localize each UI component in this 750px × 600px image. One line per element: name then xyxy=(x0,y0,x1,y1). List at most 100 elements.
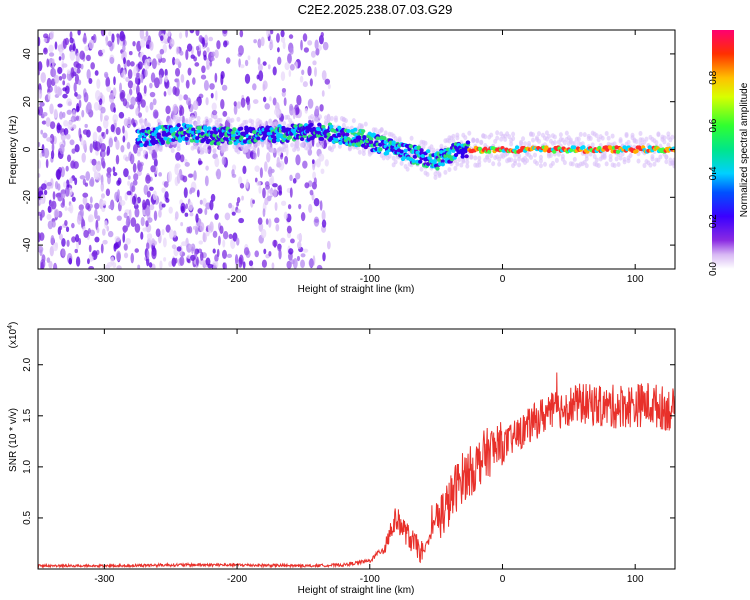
spectral-noise-cell xyxy=(122,135,126,143)
spectral-noise-cell xyxy=(65,165,69,172)
spectral-noise-cell xyxy=(322,41,329,51)
spectral-noise-cell xyxy=(79,175,86,180)
spectral-noise-cell xyxy=(185,30,188,38)
spectral-ridge-cell xyxy=(375,136,380,141)
spectral-halo-cell xyxy=(594,157,599,163)
spectral-noise-cell xyxy=(81,152,86,163)
spectral-noise-cell xyxy=(239,30,244,38)
spectral-halo-cell xyxy=(503,137,508,143)
spectral-ridge-cell xyxy=(368,140,374,145)
spectral-noise-cell xyxy=(158,172,162,177)
spectrogram-x-ticks: -300 -200 -100 0 100 xyxy=(94,30,644,285)
spectral-noise-cell xyxy=(88,244,92,253)
spectral-halo-cell xyxy=(459,162,464,168)
spectral-noise-cell xyxy=(151,58,157,70)
spectral-noise-cell xyxy=(310,50,316,58)
spectral-noise-cell xyxy=(127,80,134,89)
spectral-halo-cell xyxy=(536,138,541,144)
spectral-noise-cell xyxy=(183,187,188,199)
spectral-ridge-cell xyxy=(440,162,445,167)
spectral-noise-cell xyxy=(304,182,310,189)
spectral-halo-cell xyxy=(373,127,378,133)
spectral-noise-cell xyxy=(47,205,52,213)
spectral-halo-cell xyxy=(536,131,541,137)
spectral-noise-cell xyxy=(220,99,225,110)
spectral-noise-cell xyxy=(171,244,177,250)
spectral-ridge-cell xyxy=(464,154,469,159)
spectral-noise-cell xyxy=(120,145,125,153)
spectral-noise-cell xyxy=(38,68,41,76)
spectral-noise-cell xyxy=(174,257,178,264)
spectral-ridge-cell xyxy=(153,129,159,134)
spectral-noise-cell xyxy=(51,142,55,153)
spectral-noise-cell xyxy=(95,161,102,172)
spectral-halo-cell xyxy=(509,157,514,163)
spectral-noise-cell xyxy=(53,108,58,119)
spectral-halo-cell xyxy=(393,159,398,165)
spectral-noise-cell xyxy=(272,66,277,76)
spectral-noise-cell xyxy=(55,169,62,180)
spectral-noise-cell xyxy=(277,47,280,53)
spectral-noise-cell xyxy=(148,262,153,268)
spectral-noise-cell xyxy=(221,84,228,91)
spectral-noise-cell xyxy=(252,99,259,104)
spectral-noise-cell xyxy=(239,64,245,69)
spectral-noise-cell xyxy=(303,47,309,53)
spectral-noise-cell xyxy=(292,108,296,120)
spectrogram-y-label: Frequency (Hz) xyxy=(8,116,19,185)
spectral-noise-cell xyxy=(262,96,267,103)
spectral-noise-cell xyxy=(186,43,193,52)
spectral-halo-cell xyxy=(638,131,643,137)
spectral-noise-cell xyxy=(312,171,316,180)
spectral-noise-cell xyxy=(101,228,106,236)
spectral-halo-cell xyxy=(584,163,589,169)
spectral-noise-cell xyxy=(123,212,128,219)
spectral-noise-cell xyxy=(272,97,277,106)
spectral-noise-cell xyxy=(300,259,305,269)
spectral-halo-cell xyxy=(594,133,599,139)
spectral-halo-cell xyxy=(391,155,396,161)
spectral-halo-cell xyxy=(564,130,569,136)
spectral-noise-cell xyxy=(88,215,92,223)
spectral-halo-cell xyxy=(517,162,522,168)
spectral-halo-cell xyxy=(626,139,631,145)
spectral-noise-cell xyxy=(116,33,120,45)
spectral-halo-cell xyxy=(248,144,253,150)
spectral-noise-cell xyxy=(222,40,228,48)
spectral-noise-cell xyxy=(82,192,89,198)
spectral-noise-cell xyxy=(319,104,324,112)
spectrogram-x-label: Height of straight line (km) xyxy=(298,284,415,295)
spectral-noise-cell xyxy=(176,173,181,184)
spectral-noise-cell xyxy=(238,257,243,268)
spectral-noise-cell xyxy=(61,237,66,247)
spectral-noise-cell xyxy=(124,156,130,162)
spectral-noise-cell xyxy=(127,180,131,186)
spectral-ridge-cell xyxy=(425,149,431,154)
spectral-noise-cell xyxy=(199,199,203,205)
spectral-noise-cell xyxy=(174,211,179,220)
spectral-noise-cell xyxy=(181,241,187,247)
spectral-noise-cell xyxy=(150,72,156,83)
spectral-halo-cell xyxy=(343,118,348,124)
spectral-noise-cell xyxy=(58,75,63,81)
spectral-ridge-cell xyxy=(371,132,376,137)
spectral-noise-cell xyxy=(103,115,109,121)
spectral-halo-cell xyxy=(672,160,675,166)
spectral-noise-cell xyxy=(112,87,117,97)
spectral-noise-cell xyxy=(64,37,70,46)
spectral-halo-cell xyxy=(560,153,565,159)
spectral-noise-cell xyxy=(152,98,157,106)
spectral-noise-cell xyxy=(113,76,116,86)
spectral-noise-cell xyxy=(159,48,165,55)
spectral-halo-cell xyxy=(184,119,189,125)
spectral-noise-cell xyxy=(151,151,158,161)
spectral-noise-cell xyxy=(193,170,197,181)
spectral-noise-cell xyxy=(142,227,148,232)
spectral-noise-cell xyxy=(117,189,120,199)
spectral-halo-cell xyxy=(531,137,536,143)
spectral-noise-cell xyxy=(226,253,233,259)
x-tick-label: -300 xyxy=(94,574,114,585)
spectral-halo-cell xyxy=(532,152,537,158)
spectral-halo-cell xyxy=(244,119,249,125)
